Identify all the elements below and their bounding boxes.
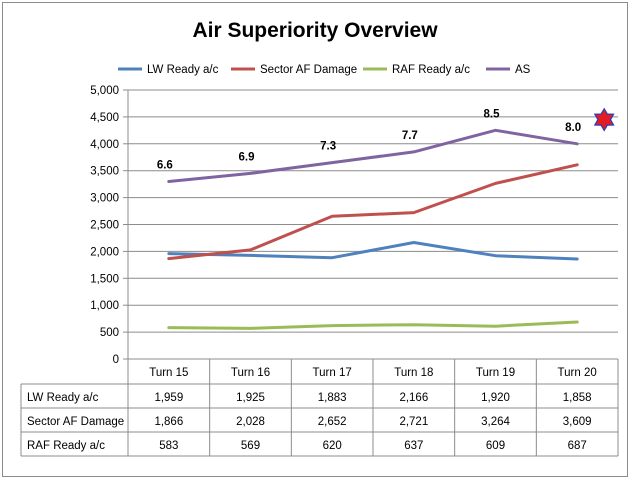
table-cell: 1,920 (481, 392, 510, 404)
y-tick-label: 3,500 (90, 166, 119, 178)
table-cell: 569 (241, 440, 260, 452)
series-line (167, 320, 579, 330)
table-cell: 3,264 (481, 416, 510, 428)
table-cell: 637 (404, 440, 423, 452)
data-label: 7.3 (320, 141, 336, 153)
table-cell: 1,959 (154, 392, 183, 404)
y-tick-label: 1,000 (90, 300, 119, 312)
x-tick-label: Turn 18 (394, 367, 433, 379)
x-tick-label: Turn 20 (558, 367, 597, 379)
y-tick-label: 2,000 (90, 246, 119, 258)
series-line (167, 163, 579, 261)
legend-label: LW Ready a/c (147, 64, 219, 76)
table-cell: 583 (159, 440, 178, 452)
plot-series (167, 128, 579, 330)
y-tick-label: 3,000 (90, 193, 119, 205)
legend-label: AS (515, 64, 531, 76)
gridlines (128, 89, 618, 360)
data-label: 7.7 (402, 130, 418, 142)
table-cell: 1,883 (318, 392, 347, 404)
data-label: 6.9 (239, 151, 255, 163)
table-cell: 1,866 (154, 416, 183, 428)
y-tick-label: 2,500 (90, 220, 119, 232)
data-label: 6.6 (157, 159, 173, 171)
table-cell: 620 (323, 440, 342, 452)
chart: Air Superiority Overview LW Ready a/c Sec… (20, 19, 619, 457)
y-axis: 0 500 1,000 1,500 2,000 2,500 3,000 3,500 4,000 4… (90, 85, 129, 366)
x-tick-label: Turn 19 (476, 367, 515, 379)
data-table: Turn 15 Turn 16 Turn 17 Turn 18 Turn 19 Turn … (20, 358, 619, 457)
data-label: 8.0 (565, 122, 581, 134)
chart-title: Air Superiority Overview (192, 19, 438, 42)
table-row-label: Sector AF Damage (27, 416, 124, 428)
star-marker (595, 109, 613, 130)
x-tick-label: Turn 16 (231, 367, 270, 379)
table-cell: 3,609 (563, 416, 592, 428)
table-cell: 1,858 (563, 392, 592, 404)
chart-frame: Air Superiority Overview LW Ready a/c Sec… (2, 2, 628, 477)
y-tick-label: 4,000 (90, 139, 119, 151)
annotations: 6.6 6.9 7.3 7.7 8.5 8.0 (157, 107, 615, 171)
table-cell: 2,028 (236, 416, 265, 428)
y-tick-label: 0 (113, 354, 119, 366)
data-label: 8.5 (484, 108, 501, 120)
legend-label: RAF Ready a/c (392, 64, 470, 76)
table-cell: 2,166 (399, 392, 428, 404)
legend: LW Ready a/c Sector AF Damage RAF Ready a/… (118, 64, 531, 76)
y-tick-label: 4,500 (90, 112, 119, 124)
table-cell: 609 (486, 440, 505, 452)
y-tick-label: 1,500 (90, 273, 119, 285)
legend-label: Sector AF Damage (260, 64, 357, 76)
y-tick-label: 5,000 (90, 85, 119, 97)
table-cell: 2,652 (318, 416, 347, 428)
x-tick-label: Turn 15 (149, 367, 188, 379)
table-cell: 2,721 (399, 416, 428, 428)
series-line (167, 128, 579, 183)
table-row-label: RAF Ready a/c (27, 440, 105, 452)
x-tick-label: Turn 17 (313, 367, 352, 379)
series-line (167, 241, 579, 261)
table-cell: 1,925 (236, 392, 265, 404)
table-cell: 687 (568, 440, 587, 452)
y-tick-label: 500 (100, 327, 119, 339)
table-row-label: LW Ready a/c (27, 392, 99, 404)
